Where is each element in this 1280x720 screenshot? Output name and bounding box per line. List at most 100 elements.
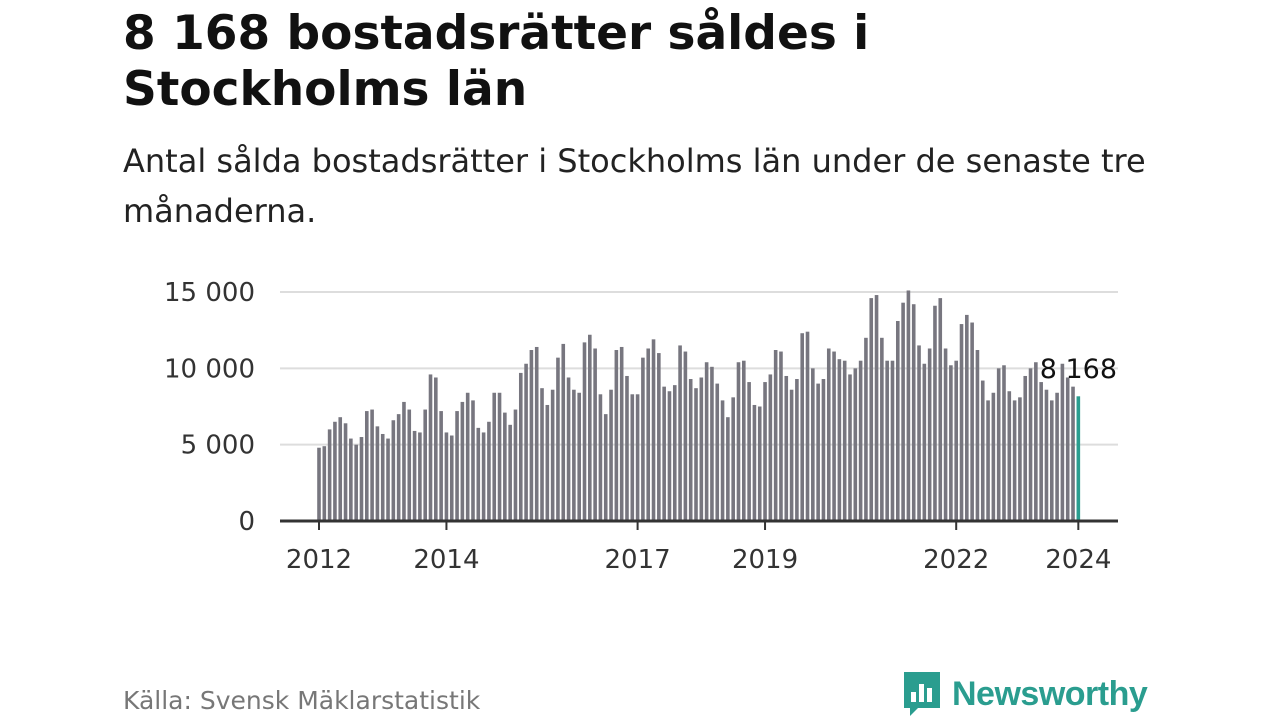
- bar: [752, 404, 757, 521]
- bar: [1028, 368, 1033, 521]
- bar: [789, 389, 794, 521]
- bar: [534, 346, 539, 521]
- bar: [354, 444, 358, 521]
- bar: [816, 383, 820, 521]
- bar: [837, 359, 842, 521]
- bar: [842, 360, 847, 521]
- bar: [487, 421, 491, 521]
- x-tick-label: 2019: [732, 545, 798, 575]
- bar: [757, 406, 762, 521]
- bar: [895, 321, 900, 521]
- bar: [322, 446, 327, 521]
- bar: [874, 295, 879, 521]
- bar: [375, 426, 380, 521]
- bar: [476, 427, 481, 521]
- bar: [386, 438, 390, 521]
- bar: [651, 339, 656, 521]
- bar: [455, 411, 459, 521]
- bar: [943, 348, 948, 521]
- bar: [710, 366, 714, 521]
- bar: [593, 348, 597, 521]
- bar: [1018, 397, 1022, 521]
- bar: [832, 351, 836, 521]
- bar-latest: [1076, 396, 1081, 521]
- bar: [821, 379, 826, 521]
- bar: [1039, 382, 1043, 521]
- bar: [614, 350, 619, 521]
- bar: [603, 414, 608, 521]
- bar: [811, 368, 815, 521]
- bar: [880, 337, 884, 521]
- bar: [380, 433, 385, 521]
- bar: [975, 350, 980, 521]
- bar: [911, 304, 916, 521]
- bar: [391, 420, 396, 521]
- x-tick-label: 2014: [413, 545, 479, 575]
- bar: [1034, 362, 1038, 521]
- bar: [641, 357, 645, 521]
- bar: [933, 305, 937, 521]
- bar: [497, 392, 502, 521]
- bar: [662, 386, 666, 521]
- x-tick-label: 2022: [923, 545, 989, 575]
- newsworthy-logo-icon: [904, 672, 940, 716]
- bar: [890, 360, 895, 521]
- bar: [556, 357, 560, 521]
- bar: [1055, 392, 1059, 521]
- bar: [646, 348, 651, 521]
- bars: [317, 290, 1081, 521]
- bar-chart: 0 5 000 10 000 15 000 2012 2014 2017 2019 2022 20…: [164, 278, 1118, 575]
- bar: [460, 401, 465, 521]
- bar: [471, 400, 475, 521]
- bar: [524, 363, 528, 521]
- bar: [726, 417, 730, 521]
- chart-title: 8 168 bostadsrätter såldes i Stockholms …: [123, 6, 870, 117]
- bar: [986, 400, 990, 521]
- bar: [1049, 400, 1054, 521]
- bar: [720, 400, 725, 521]
- bar: [588, 334, 592, 521]
- bar: [508, 424, 512, 521]
- bar: [333, 421, 337, 521]
- bar: [885, 360, 889, 521]
- chart-subtitle: Antal sålda bostadsrätter i Stockholms l…: [123, 142, 1146, 230]
- bar: [428, 374, 433, 521]
- bar: [848, 374, 852, 521]
- bar: [742, 360, 746, 521]
- bar: [550, 389, 555, 521]
- bar: [1044, 389, 1049, 521]
- bar: [699, 377, 704, 521]
- bar: [996, 368, 1001, 521]
- bar: [800, 333, 805, 521]
- bar: [407, 409, 412, 521]
- source-note: Källa: Svensk Mäklarstatistik: [123, 686, 481, 715]
- bar: [1071, 386, 1075, 521]
- bar: [561, 343, 566, 521]
- bar: [959, 324, 964, 521]
- bar: [922, 363, 927, 521]
- bar: [513, 409, 518, 521]
- bar: [327, 429, 332, 521]
- bar: [858, 360, 863, 521]
- bar: [582, 342, 587, 521]
- bar: [715, 383, 720, 521]
- bar: [343, 423, 348, 521]
- bar: [938, 298, 943, 521]
- bar: [667, 391, 672, 521]
- bar: [970, 322, 974, 521]
- bar: [619, 346, 624, 521]
- labels: 0 5 000 10 000 15 000 2012 2014 2017 2019 2022 20…: [164, 278, 1117, 575]
- bar: [784, 375, 789, 521]
- bar: [869, 298, 874, 521]
- bar: [901, 302, 905, 521]
- bar: [704, 362, 709, 521]
- bar: [949, 365, 953, 521]
- bar: [853, 368, 858, 521]
- bar: [503, 412, 507, 521]
- y-tick-label: 0: [238, 507, 255, 537]
- bar: [965, 314, 969, 521]
- bar: [1007, 391, 1012, 521]
- bar: [763, 382, 767, 521]
- bar: [396, 414, 401, 521]
- bar: [349, 438, 353, 521]
